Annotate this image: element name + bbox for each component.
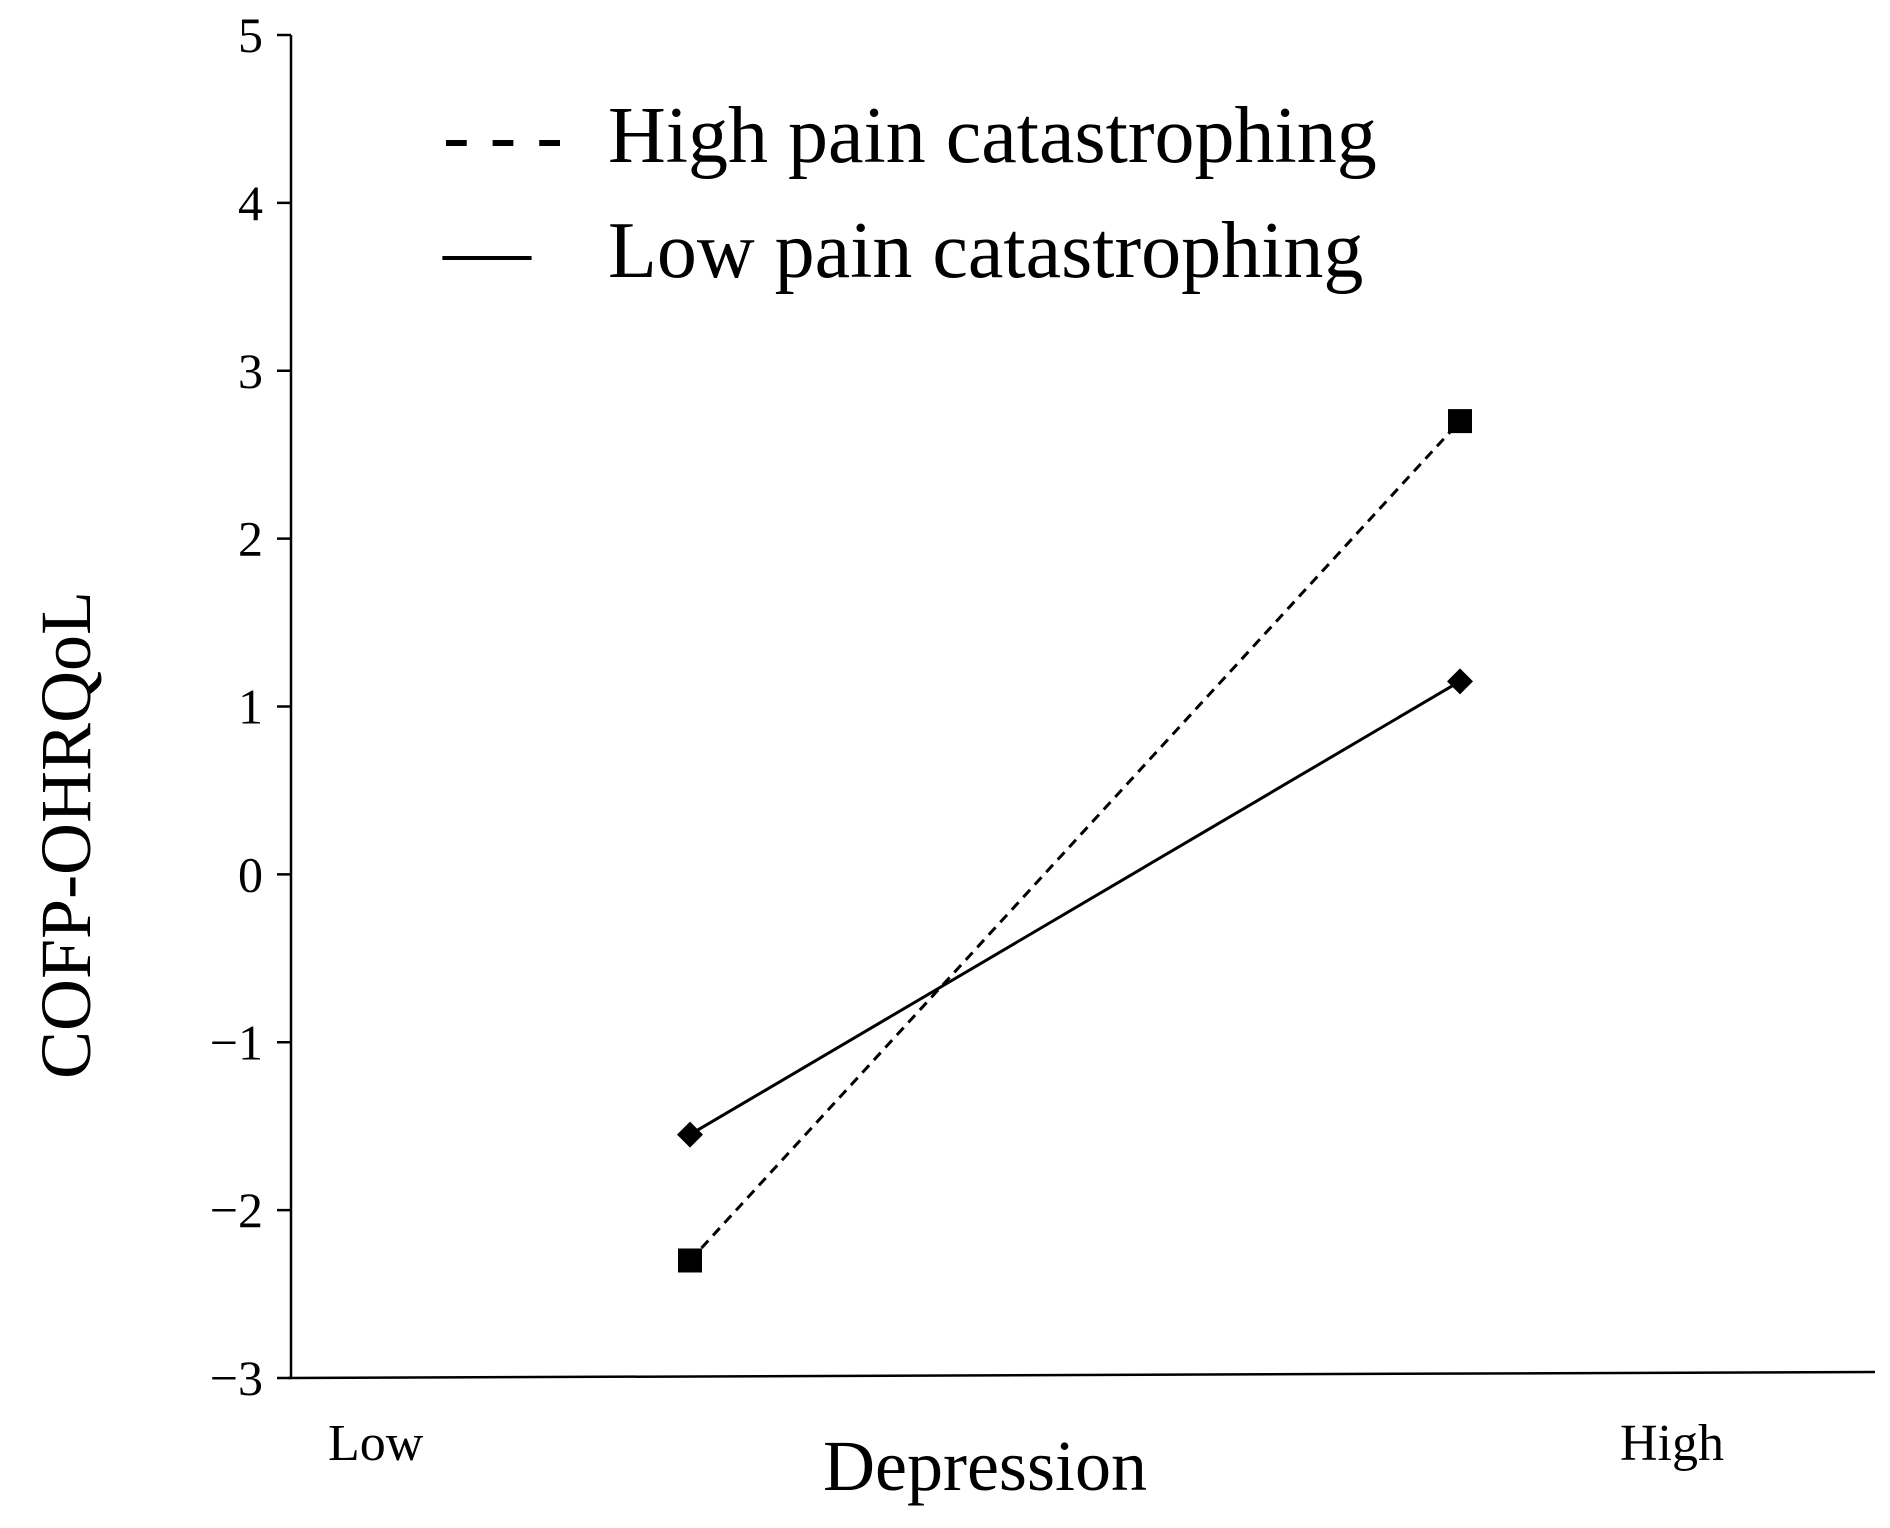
y-tick-label: 2 [238,511,263,567]
x-axis [287,1370,1876,1380]
series-line-high [688,420,1462,1262]
legend: - - - High pain catastrophing — Low pain… [442,92,1377,295]
y-tick-label: 0 [238,846,263,902]
y-tick-label: −2 [210,1182,263,1238]
series-layer [677,409,1473,1273]
y-tick-label: 3 [238,343,263,399]
marker-low-low-depression [677,1121,703,1148]
marker-low-high-depression [1447,668,1473,695]
marker-high-low-depression [678,1248,702,1273]
y-tick-label: −1 [210,1014,263,1070]
y-tick-label: 4 [238,175,263,231]
y-tick-label: −3 [210,1350,263,1406]
marker-high-high-depression [1448,409,1472,434]
x-axis-title: Depression [823,1426,1147,1506]
y-tick-label: 1 [238,679,263,735]
legend-label-high: High pain catastrophing [608,92,1377,180]
x-end-label-high: High [1620,1415,1724,1472]
legend-symbol-low: — [442,207,532,295]
legend-label-low: Low pain catastrophing [608,207,1363,295]
series-line-low [689,680,1461,1136]
x-end-label-low: Low [328,1415,424,1472]
legend-symbol-high: - - - [443,92,563,180]
y-ticks: 5 4 3 2 1 0 −1 −2 −3 [210,7,291,1406]
y-axis-title: COFP-OHRQoL [26,591,106,1079]
y-tick-label: 5 [238,7,263,63]
